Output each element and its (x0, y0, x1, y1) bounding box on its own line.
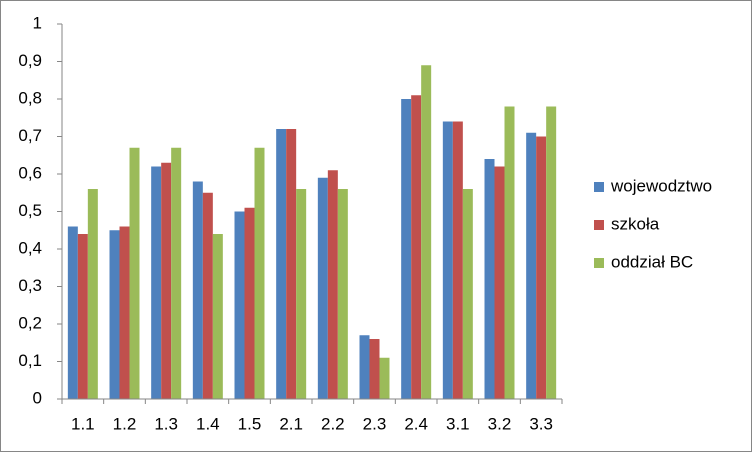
y-tick-label: 0,6 (18, 163, 42, 182)
bar (119, 226, 130, 399)
bar (286, 129, 297, 399)
bar (442, 121, 453, 399)
bar (276, 129, 287, 399)
legend-marker (594, 182, 604, 192)
bar (484, 159, 495, 399)
legend-label: wojewodztwo (610, 176, 712, 195)
x-tick-label: 2.4 (404, 414, 428, 433)
bar (337, 189, 348, 399)
bar (77, 234, 88, 399)
y-tick-label: 0,5 (18, 201, 42, 220)
x-tick-label: 3.2 (488, 414, 512, 433)
y-tick-label: 0,7 (18, 126, 42, 145)
bar (526, 132, 537, 399)
x-tick-label: 3.3 (529, 414, 553, 433)
y-tick-label: 0,2 (18, 313, 42, 332)
bar (87, 189, 98, 399)
bar (546, 106, 557, 399)
bar (536, 136, 547, 399)
bar (171, 147, 182, 399)
x-tick-label: 3.1 (446, 414, 470, 433)
y-tick-label: 0 (33, 388, 42, 407)
y-tick-label: 1 (33, 13, 42, 32)
bar (151, 166, 162, 399)
bar (161, 162, 172, 399)
y-tick-label: 0,1 (18, 351, 42, 370)
y-tick-label: 0,3 (18, 276, 42, 295)
bar (212, 234, 223, 399)
bar (254, 147, 265, 399)
bar (411, 95, 422, 399)
bar (317, 177, 328, 399)
bar (359, 335, 370, 399)
y-tick-label: 0,8 (18, 88, 42, 107)
bar (202, 192, 213, 399)
bar (192, 181, 203, 399)
legend-marker (594, 220, 604, 230)
bar (462, 189, 473, 399)
y-tick-label: 0,9 (18, 51, 42, 70)
bar (67, 226, 78, 399)
bar (244, 207, 255, 399)
bar (379, 357, 390, 399)
x-tick-label: 1.5 (238, 414, 262, 433)
x-tick-label: 2.1 (279, 414, 303, 433)
bar (109, 230, 120, 399)
x-tick-label: 1.1 (71, 414, 95, 433)
bar (452, 121, 463, 399)
legend-label: oddział BC (611, 252, 693, 271)
x-tick-label: 1.3 (154, 414, 178, 433)
bar (234, 211, 245, 399)
bar (327, 170, 338, 399)
bar (494, 166, 505, 399)
legend-label: szkoła (611, 214, 660, 233)
y-tick-label: 0,4 (18, 238, 42, 257)
bar (296, 189, 307, 399)
x-tick-label: 1.2 (113, 414, 137, 433)
x-tick-label: 2.2 (321, 414, 345, 433)
legend-marker (594, 258, 604, 268)
bar (504, 106, 515, 399)
x-tick-label: 2.3 (363, 414, 387, 433)
x-tick-label: 1.4 (196, 414, 220, 433)
bar (129, 147, 140, 399)
bar (421, 65, 432, 399)
bar (369, 339, 380, 399)
bar (401, 99, 412, 399)
